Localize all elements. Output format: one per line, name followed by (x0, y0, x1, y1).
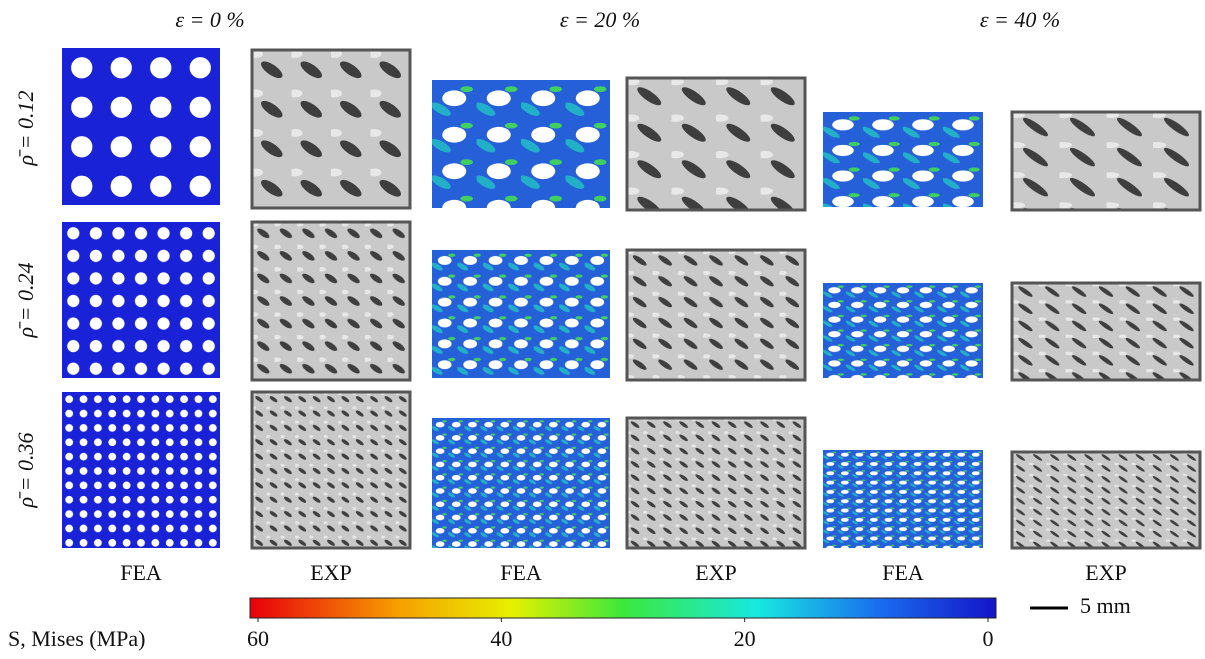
exp-image (252, 392, 410, 548)
column-label: EXP (695, 560, 737, 585)
column-label: FEA (120, 560, 162, 585)
colorbar-tick-label: 0 (983, 626, 994, 651)
fea-image (62, 392, 220, 548)
column-label: FEA (882, 560, 924, 585)
fea-image (823, 283, 983, 378)
column-header: ε = 0 % (175, 7, 244, 32)
fea-image (432, 80, 610, 208)
row-label: ρ̄ = 0.36 (13, 433, 38, 509)
column-label: EXP (310, 560, 352, 585)
colorbar-label: S, Mises (MPa) (8, 626, 146, 651)
exp-image (1012, 283, 1200, 380)
fea-image (823, 450, 983, 548)
exp-image (252, 50, 410, 208)
scale-bar-label: 5 mm (1080, 593, 1131, 618)
exp-image (252, 222, 410, 380)
fea-image (432, 250, 610, 378)
fea-image (432, 418, 610, 548)
column-label: FEA (500, 560, 542, 585)
exp-image (1012, 452, 1200, 548)
figure: ε = 0 % ε = 20 % ε = 40 % ρ̄ = 0.12 ρ̄ =… (0, 0, 1205, 659)
column-header: ε = 40 % (980, 7, 1060, 32)
column-label: EXP (1085, 560, 1127, 585)
colorbar-tick-label: 20 (734, 626, 756, 651)
exp-image (627, 78, 805, 210)
exp-image (627, 250, 805, 380)
colorbar-tick-label: 40 (490, 626, 512, 651)
exp-image (1012, 112, 1200, 210)
fea-image (62, 48, 220, 205)
fea-image (62, 222, 220, 378)
fea-image (823, 112, 983, 207)
row-label: ρ̄ = 0.24 (13, 263, 38, 339)
colorbar (250, 598, 996, 618)
column-header: ε = 20 % (560, 7, 640, 32)
row-label: ρ̄ = 0.12 (13, 91, 38, 167)
exp-image (627, 418, 805, 548)
colorbar-tick-label: 60 (247, 626, 269, 651)
